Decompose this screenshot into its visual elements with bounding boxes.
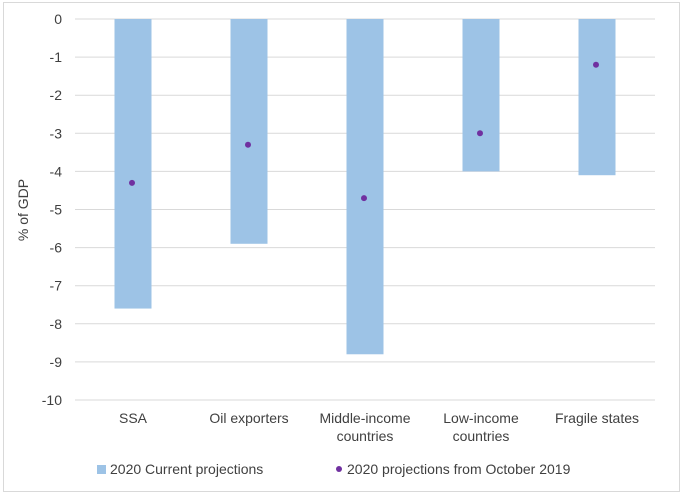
legend-label-october-2019: 2020 projections from October 2019	[347, 461, 571, 477]
y-tick-label: -2	[50, 87, 63, 103]
bar	[114, 19, 152, 309]
legend-label-current-projections: 2020 Current projections	[110, 461, 263, 477]
data-point	[593, 61, 599, 68]
y-tick-label: -4	[50, 163, 63, 179]
y-axis-label: % of GDP	[15, 179, 31, 241]
x-tick-label: Middle-income countries	[319, 410, 410, 444]
bar	[578, 19, 616, 176]
y-tick-label: 0	[54, 11, 62, 27]
y-tick-label: -5	[50, 202, 63, 218]
data-point	[477, 130, 483, 137]
y-axis-tick-labels: 0 -1 -2 -3 -4 -5 -6 -7 -8 -9 -10	[42, 11, 62, 408]
data-point	[361, 195, 367, 202]
bar	[346, 19, 384, 355]
bar-series	[114, 19, 616, 355]
legend: 2020 Current projections 2020 projection…	[97, 461, 571, 477]
x-tick-label: Oil exporters	[209, 410, 288, 426]
data-point	[245, 141, 251, 148]
x-tick-label: Fragile states	[555, 410, 639, 426]
y-tick-label: -7	[50, 278, 63, 294]
x-tick-label: Low-income countries	[443, 410, 519, 444]
y-tick-label: -10	[42, 392, 62, 408]
x-axis-tick-labels: SSA Oil exporters Middle-income countries Lo…	[119, 410, 639, 444]
bar	[230, 19, 268, 244]
y-tick-label: -1	[50, 49, 63, 65]
y-tick-label: -6	[50, 240, 63, 256]
y-tick-label: -9	[50, 354, 63, 370]
x-tick-label: SSA	[119, 410, 148, 426]
legend-swatch-current-projections	[97, 465, 106, 474]
legend-swatch-october-2019	[336, 466, 342, 472]
y-tick-label: -8	[50, 316, 63, 332]
y-tick-label: -3	[50, 125, 63, 141]
data-point	[129, 179, 135, 186]
bar	[462, 19, 500, 172]
marker-series	[129, 61, 599, 202]
